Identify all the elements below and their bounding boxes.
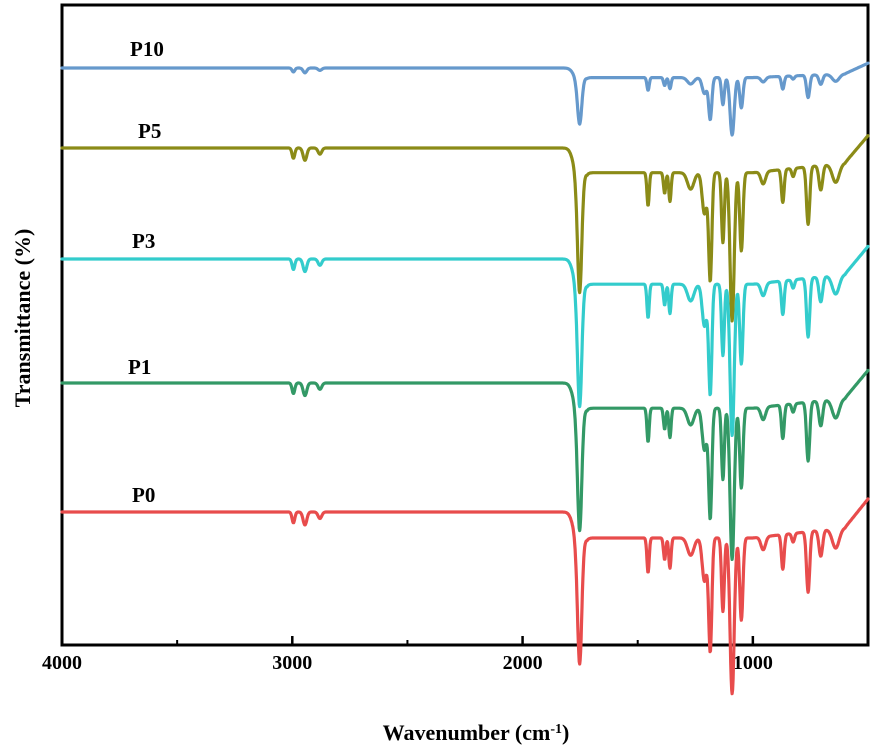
x-axis-ticks: 4000 3000 2000 1000 — [42, 636, 869, 674]
series-label-p5: P5 — [138, 119, 161, 143]
series-labels: P10 P5 P3 P1 P0 — [128, 37, 164, 507]
series-line-p5 — [60, 134, 870, 323]
series-label-p1: P1 — [128, 355, 151, 379]
x-tick-label: 3000 — [272, 652, 312, 674]
y-axis-title: Transmittance (%) — [10, 229, 35, 408]
series-line-p10 — [60, 61, 870, 137]
series-label-p0: P0 — [132, 483, 155, 507]
x-tick-label: 1000 — [733, 652, 773, 674]
x-tick-label: 2000 — [503, 652, 543, 674]
series-line-p0 — [60, 497, 870, 696]
x-axis-title-close: ) — [562, 720, 569, 745]
x-axis-title: Wavenumber (cm-1) — [383, 720, 570, 745]
series-group — [60, 61, 870, 696]
x-tick-label: 4000 — [42, 652, 82, 674]
series-label-p10: P10 — [130, 37, 164, 61]
x-axis-title-sup: -1 — [550, 722, 562, 737]
series-label-p3: P3 — [132, 229, 155, 253]
x-axis-title-main: Wavenumber (cm — [383, 720, 551, 745]
series-line-p1 — [60, 368, 870, 561]
plot-frame — [60, 3, 870, 647]
series-line-p3 — [60, 244, 870, 437]
